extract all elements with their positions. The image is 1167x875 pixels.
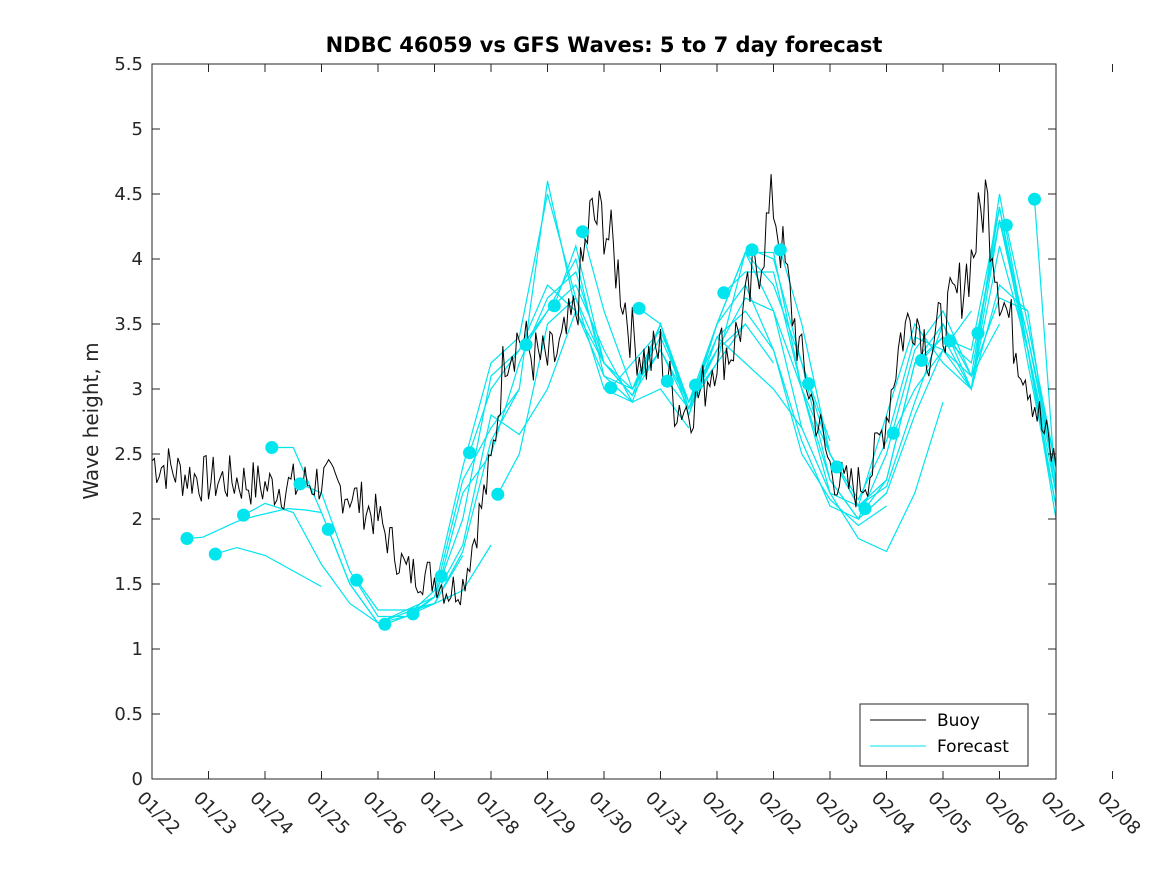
forecast-marker <box>378 617 392 631</box>
legend-forecast-label: Forecast <box>937 737 1009 757</box>
forecast-marker <box>237 508 250 522</box>
y-tick-label: 0.5 <box>114 704 143 725</box>
legend-buoy-label: Buoy <box>937 711 980 731</box>
forecast-marker <box>1028 192 1041 206</box>
y-tick-label: 2 <box>132 509 143 530</box>
y-tick-label: 0 <box>132 769 143 790</box>
y-tick-label: 5 <box>132 119 143 140</box>
forecast-marker <box>547 299 561 313</box>
forecast-line <box>412 180 690 615</box>
forecast-marker <box>830 460 844 474</box>
plot-area <box>152 64 1056 779</box>
forecast-line <box>215 546 322 588</box>
forecast-marker <box>208 547 222 561</box>
forecast-line <box>977 219 1057 481</box>
forecast-marker <box>802 377 815 391</box>
y-tick-label: 4 <box>132 249 143 270</box>
forecast-line <box>1005 225 1057 468</box>
forecast-marker <box>971 326 985 340</box>
forecast-line <box>638 307 887 527</box>
forecast-marker <box>689 378 702 392</box>
forecast-marker <box>321 522 335 536</box>
forecast-marker <box>915 353 928 367</box>
forecast-marker <box>293 477 307 491</box>
forecast-marker <box>943 334 957 348</box>
forecast-line <box>892 206 1057 507</box>
forecast-line <box>949 206 1057 520</box>
legend-box <box>859 703 1029 767</box>
forecast-line <box>327 310 577 624</box>
forecast-marker <box>180 532 194 545</box>
forecast-line <box>186 507 322 540</box>
forecast-marker <box>265 441 279 454</box>
forecast-line <box>751 249 1029 521</box>
forecast-marker <box>660 374 674 388</box>
forecast-marker <box>773 243 787 257</box>
y-tick-label: 2.5 <box>114 444 143 465</box>
forecast-marker <box>406 607 420 621</box>
legend: Buoy Forecast <box>859 703 1029 767</box>
forecast-marker <box>519 338 533 352</box>
forecast-marker <box>632 301 646 315</box>
forecast-marker <box>491 487 505 501</box>
y-tick-label: 1 <box>132 639 143 660</box>
y-tick-label: 3 <box>132 379 143 400</box>
forecast-marker <box>434 569 448 583</box>
forecast-marker <box>886 426 900 440</box>
forecast-marker <box>604 381 618 395</box>
forecast-marker <box>745 243 759 257</box>
forecast-marker <box>576 225 589 239</box>
plot-frame <box>151 63 1057 780</box>
series-layer <box>151 174 1057 631</box>
forecast-marker <box>999 218 1013 232</box>
chart-title: NDBC 46059 vs GFS Waves: 5 to 7 day fore… <box>326 33 883 57</box>
forecast-line <box>243 502 464 624</box>
forecast-marker <box>858 502 872 516</box>
forecast-marker <box>717 286 731 300</box>
y-tick-label: 3.5 <box>114 314 143 335</box>
forecast-marker <box>463 446 476 460</box>
y-axis-label: Wave height, m <box>79 342 103 499</box>
forecast-line <box>440 270 718 577</box>
forecast-line <box>1033 199 1057 494</box>
y-tick-label: 4.5 <box>114 184 143 205</box>
y-tick-label: 1.5 <box>114 574 143 595</box>
y-tick-label: 5.5 <box>114 54 143 75</box>
forecast-marker <box>350 573 363 587</box>
